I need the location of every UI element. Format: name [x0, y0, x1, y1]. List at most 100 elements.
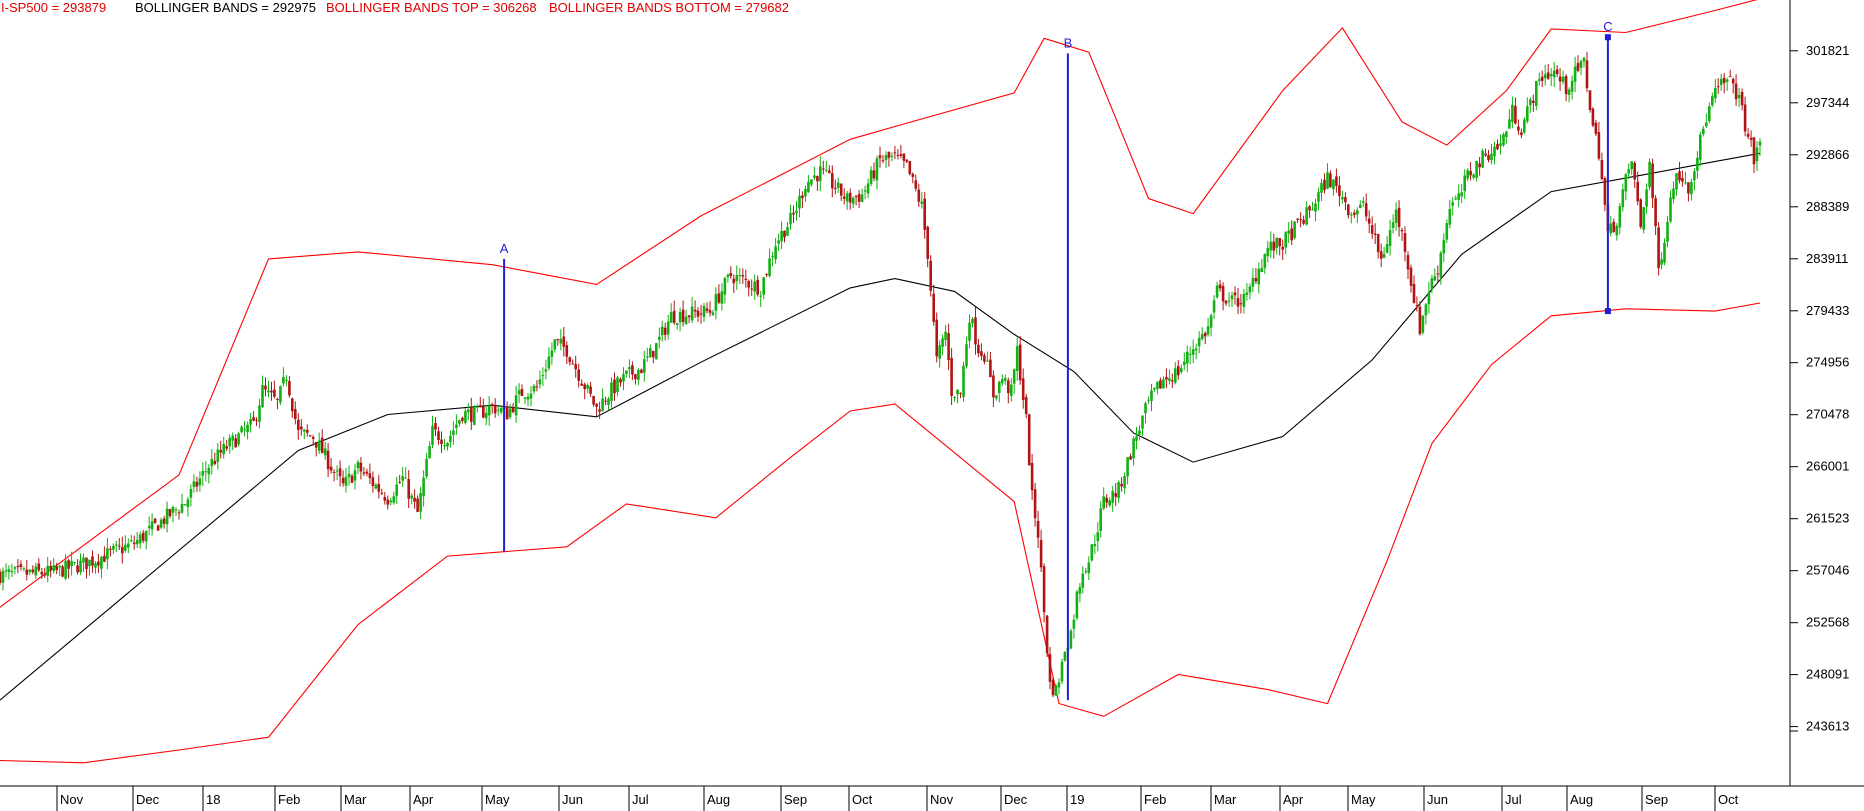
- candle-body: [714, 294, 718, 311]
- candle-body: [1651, 163, 1654, 198]
- candle-body: [115, 544, 118, 546]
- candle-body: [127, 543, 130, 548]
- candle-body: [40, 571, 44, 575]
- candle-body: [1445, 223, 1449, 240]
- candle-body: [76, 565, 79, 573]
- candle-body: [350, 475, 354, 483]
- candle-body: [1737, 95, 1741, 99]
- y-tick-label: 288389: [1806, 199, 1849, 214]
- x-tick-label: Nov: [60, 792, 84, 807]
- candle-body: [1415, 305, 1419, 307]
- candle-body: [675, 323, 679, 325]
- candle-body: [380, 492, 384, 494]
- candle-body: [1200, 334, 1204, 339]
- candle-body: [58, 565, 61, 568]
- candle-body: [1141, 415, 1144, 429]
- candle-body: [273, 389, 276, 397]
- candle-body: [828, 170, 831, 174]
- candle-body: [514, 395, 518, 416]
- candle-body: [458, 420, 461, 424]
- candle-body: [171, 507, 175, 513]
- candle-body: [589, 386, 592, 394]
- candle-body: [956, 389, 959, 395]
- marker-a: A: [500, 241, 509, 552]
- candle-body: [1245, 292, 1249, 295]
- candle-body: [893, 152, 897, 154]
- candle-body: [1597, 132, 1601, 159]
- marker-end-bottom: [1604, 308, 1611, 315]
- candle-body: [201, 471, 205, 476]
- candle-body: [365, 471, 369, 474]
- y-tick-label: 301821: [1806, 43, 1849, 58]
- candle-body: [857, 194, 861, 202]
- candle-body: [1743, 104, 1747, 132]
- candle-body: [1618, 206, 1622, 228]
- candle-body: [1278, 238, 1281, 247]
- candle-body: [1600, 160, 1604, 180]
- candle-body: [1257, 268, 1261, 285]
- candle-body: [323, 448, 327, 456]
- candle-body: [1561, 76, 1565, 82]
- candle-body: [1624, 174, 1628, 192]
- candle-body: [1546, 72, 1550, 79]
- candle-body: [1221, 286, 1225, 302]
- candle-body: [890, 155, 894, 157]
- candle-body: [222, 444, 225, 455]
- y-tick-label: 292866: [1806, 147, 1849, 162]
- candle-body: [210, 459, 214, 467]
- candle-body: [216, 449, 220, 462]
- candle-body: [100, 557, 103, 569]
- candle-body: [1400, 230, 1404, 232]
- candle-body: [565, 345, 569, 357]
- candle-body: [1734, 83, 1738, 100]
- x-tick-label: Nov: [930, 792, 954, 807]
- candle-body: [49, 565, 52, 571]
- candle-body: [613, 379, 616, 394]
- candle-body: [476, 406, 479, 408]
- candle-body: [1314, 203, 1317, 212]
- candle-body: [789, 212, 792, 225]
- candle-body: [1746, 133, 1750, 137]
- candle-body: [1320, 182, 1323, 193]
- marker-b: B: [1064, 35, 1072, 701]
- candle-body: [308, 435, 312, 437]
- candle-body: [237, 433, 240, 445]
- candle-body: [135, 539, 139, 545]
- candle-body: [848, 192, 852, 203]
- candle-body: [863, 190, 867, 192]
- candle-body: [1072, 619, 1076, 629]
- candle-body: [1385, 244, 1389, 253]
- candle-body: [1582, 57, 1586, 62]
- x-tick-label: Feb: [1144, 792, 1166, 807]
- candle-body: [1451, 202, 1454, 206]
- candle-body: [55, 566, 58, 571]
- candle-body: [917, 189, 921, 202]
- candle-body: [690, 306, 694, 321]
- candle-body: [1535, 81, 1538, 106]
- candle-body: [34, 566, 38, 576]
- candle-body: [795, 210, 798, 214]
- candle-body: [1627, 169, 1630, 174]
- candle-body: [1639, 199, 1642, 227]
- candle-body: [905, 159, 909, 162]
- candle-body: [1379, 251, 1383, 259]
- candle-body: [1105, 497, 1108, 503]
- candle-body: [637, 369, 640, 380]
- candle-body: [1153, 388, 1156, 390]
- candle-body: [383, 496, 387, 501]
- candle-body: [1603, 178, 1607, 205]
- y-tick-label: 243613: [1806, 719, 1849, 734]
- candle-body: [1424, 304, 1428, 316]
- candle-body: [684, 316, 688, 324]
- candle-body: [628, 367, 631, 370]
- candle-body: [1281, 246, 1284, 250]
- candle-body: [1096, 532, 1100, 542]
- candle-body: [640, 369, 643, 374]
- candle-body: [1263, 254, 1267, 268]
- candle-body: [1078, 587, 1082, 594]
- candle-body: [1725, 79, 1729, 82]
- candle-body: [285, 379, 288, 381]
- candle-body: [473, 406, 476, 425]
- candle-body: [1341, 197, 1344, 200]
- candle-body: [118, 545, 121, 547]
